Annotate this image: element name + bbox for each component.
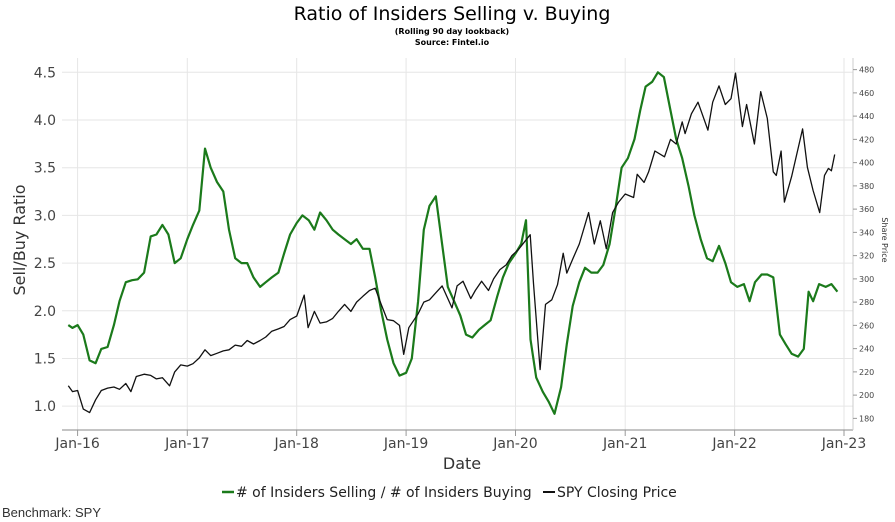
y-tick-label: 2.0 (34, 304, 56, 320)
y-axis-title: Sell/Buy Ratio (10, 184, 29, 295)
legend-label-spy[interactable]: SPY Closing Price (557, 485, 677, 501)
legend: # of Insiders Selling / # of Insiders Bu… (222, 485, 677, 501)
x-tick-label: Jan-19 (383, 436, 428, 452)
y2-tick-label: 380 (859, 182, 874, 191)
x-tick-label: Jan-16 (54, 436, 100, 452)
x-axis-title: Date (443, 454, 481, 473)
chart-title: Ratio of Insiders Selling v. Buying (294, 3, 611, 25)
y2-tick-label: 300 (859, 275, 874, 284)
y-tick-label: 2.5 (34, 256, 56, 272)
y2-tick-label: 180 (859, 414, 874, 423)
series-line-spy-price (67, 72, 836, 414)
chart-subtitle-lookback: (Rolling 90 day lookback) (395, 27, 509, 36)
x-tick-label: Jan-21 (602, 436, 647, 452)
y2-tick-label: 400 (859, 159, 874, 168)
y2-axis-title: Share Price (880, 217, 889, 262)
axes (62, 58, 854, 431)
y-tick-label: 3.5 (34, 161, 56, 177)
y2-tick-label: 420 (859, 135, 874, 144)
y2-tick-label: 460 (859, 89, 874, 98)
y2-axis-ticks: 180 200 220 240 260 280 300 320 340 360 380 400 420 4… (853, 66, 874, 423)
chart-subtitle-source: Source: Fintel.io (415, 38, 490, 47)
plot-area (67, 71, 839, 415)
y2-tick-label: 320 (859, 252, 874, 261)
y2-tick-label: 360 (859, 205, 874, 214)
benchmark-label: Benchmark: SPY (2, 505, 101, 520)
x-axis-ticks: Jan-16 Jan-17 Jan-18 Jan-19 Jan-20 Jan-21 Jan-… (54, 430, 866, 452)
y-tick-label: 3.0 (34, 208, 56, 224)
y2-tick-label: 220 (859, 368, 874, 377)
x-tick-label: Jan-18 (273, 436, 318, 452)
y-tick-label: 4.5 (34, 65, 56, 81)
y-tick-label: 4.0 (34, 113, 56, 129)
y-axis-ticks: 1.0 1.5 2.0 2.5 3.0 3.5 4.0 4.5 (34, 65, 56, 415)
x-tick-label: Jan-17 (164, 436, 209, 452)
series-line-insider-ratio (67, 71, 839, 415)
y-gridlines (62, 71, 853, 407)
y2-tick-label: 440 (859, 112, 874, 121)
x-tick-label: Jan-20 (492, 436, 537, 452)
y-tick-label: 1.0 (34, 399, 56, 415)
y2-tick-label: 260 (859, 321, 874, 330)
x-tick-label: Jan-22 (711, 436, 756, 452)
y-tick-label: 1.5 (34, 351, 56, 367)
y2-tick-label: 480 (859, 66, 874, 75)
legend-label-selling[interactable]: # of Insiders Selling / # of Insiders Bu… (236, 485, 532, 501)
y2-tick-label: 240 (859, 345, 874, 354)
y2-tick-label: 200 (859, 391, 874, 400)
x-tick-label: Jan-23 (821, 436, 866, 452)
x-gridlines (77, 58, 845, 430)
y2-tick-label: 280 (859, 298, 874, 307)
y2-tick-label: 340 (859, 228, 874, 237)
